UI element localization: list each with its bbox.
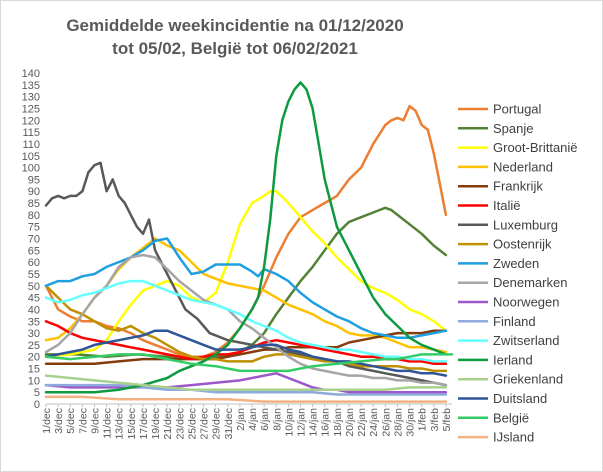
y-tick-label: 40 bbox=[28, 304, 40, 316]
y-tick-label: 10 bbox=[28, 375, 40, 387]
x-tick-label: 5/feb bbox=[441, 408, 453, 432]
x-tick-label: 27/dec bbox=[199, 408, 211, 440]
x-tick-label: 20/jan bbox=[344, 408, 356, 437]
series-line-ijsland bbox=[44, 395, 448, 403]
series-line-groot-brittani- bbox=[44, 189, 448, 358]
legend-label-ijsland: IJsland bbox=[493, 430, 534, 445]
y-tick-label: 105 bbox=[22, 151, 40, 163]
legend-label-belgi-: België bbox=[493, 410, 529, 425]
y-tick-label: 15 bbox=[28, 364, 40, 376]
legend-label-denemarken: Denemarken bbox=[493, 275, 567, 290]
series-line-duitsland bbox=[44, 329, 448, 377]
y-tick-label: 110 bbox=[22, 139, 40, 151]
x-tick-label: 3/feb bbox=[429, 408, 441, 432]
x-tick-label: 4/jan bbox=[247, 408, 259, 431]
y-tick-label: 125 bbox=[22, 103, 40, 115]
chart-title-line-1: Gemiddelde weekincidentie na 01/12/2020 bbox=[66, 16, 403, 35]
y-tick-label: 5 bbox=[34, 387, 40, 399]
y-tick-label: 0 bbox=[34, 399, 40, 411]
x-tick-label: 10/jan bbox=[283, 408, 295, 437]
legend-label-nederland: Nederland bbox=[493, 159, 553, 174]
y-tick-label: 95 bbox=[28, 174, 40, 186]
x-tick-label: 29/dec bbox=[211, 408, 223, 440]
x-tick-label: 24/jan bbox=[368, 408, 380, 437]
x-tick-label: 8/jan bbox=[271, 408, 283, 431]
legend-label-spanje: Spanje bbox=[493, 121, 533, 136]
y-tick-label: 60 bbox=[28, 257, 40, 269]
y-tick-label: 130 bbox=[22, 92, 40, 104]
series-line-belgi- bbox=[44, 353, 454, 373]
y-tick-label: 30 bbox=[28, 328, 40, 340]
legend-label-zweden: Zweden bbox=[493, 256, 539, 271]
y-tick-label: 70 bbox=[28, 234, 40, 246]
x-tick-label: 19/dec bbox=[150, 408, 162, 440]
y-tick-label: 120 bbox=[22, 115, 40, 127]
x-tick-label: 14/jan bbox=[308, 408, 320, 437]
x-tick-label: 1/dec bbox=[41, 408, 53, 434]
series-line-finland bbox=[44, 383, 448, 396]
x-tick-label: 13/dec bbox=[114, 408, 126, 440]
series-line-luxemburg bbox=[44, 161, 448, 387]
x-tick-label: 21/dec bbox=[162, 408, 174, 440]
legend-label-frankrijk: Frankrijk bbox=[493, 179, 543, 194]
legend-label-finland: Finland bbox=[493, 314, 536, 329]
x-tick-label: 25/dec bbox=[186, 408, 198, 440]
legend-label-luxemburg: Luxemburg bbox=[493, 217, 558, 232]
series-line-ierland bbox=[44, 81, 448, 394]
x-tick-label: 16/jan bbox=[320, 408, 332, 437]
series-line-zweden bbox=[44, 237, 448, 340]
chart-title-line-2: tot 05/02, België tot 06/02/2021 bbox=[112, 39, 358, 58]
y-tick-label: 45 bbox=[28, 293, 40, 305]
legend-label-noorwegen: Noorwegen bbox=[493, 295, 560, 310]
plot-area: 0510152025303540455055606570758085909510… bbox=[22, 68, 454, 440]
x-tick-label: 6/jan bbox=[259, 408, 271, 431]
legend-label-zwitserland: Zwitserland bbox=[493, 333, 559, 348]
x-tick-label: 9/dec bbox=[89, 408, 101, 434]
y-tick-label: 65 bbox=[28, 245, 40, 257]
x-tick-label: 3/dec bbox=[53, 408, 65, 434]
y-tick-label: 115 bbox=[22, 127, 40, 139]
x-tick-label: 5/dec bbox=[65, 408, 77, 434]
y-tick-label: 75 bbox=[28, 222, 40, 234]
legend-label-groot-brittani-: Groot-Brittanië bbox=[493, 140, 578, 155]
x-tick-label: 17/dec bbox=[138, 408, 150, 440]
legend-label-portugal: Portugal bbox=[493, 102, 542, 117]
series-line-denemarken bbox=[44, 253, 448, 387]
legend-label-duitsland: Duitsland bbox=[493, 391, 547, 406]
y-tick-label: 55 bbox=[28, 269, 40, 281]
x-tick-label: 30/jan bbox=[405, 408, 417, 437]
x-tick-label: 2/jan bbox=[235, 408, 247, 431]
y-tick-label: 20 bbox=[28, 352, 40, 364]
x-tick-label: 23/dec bbox=[174, 408, 186, 440]
y-tick-label: 80 bbox=[28, 210, 40, 222]
x-tick-label: 12/jan bbox=[296, 408, 308, 437]
x-tick-label: 11/dec bbox=[102, 408, 114, 439]
y-tick-label: 135 bbox=[22, 80, 40, 92]
legend-label-itali-: Italië bbox=[493, 198, 520, 213]
x-tick-label: 28/jan bbox=[392, 408, 404, 437]
y-tick-label: 140 bbox=[22, 68, 40, 80]
legend-label-griekenland: Griekenland bbox=[493, 372, 563, 387]
x-tick-label: 15/dec bbox=[126, 408, 138, 440]
y-tick-label: 50 bbox=[28, 281, 40, 293]
legend-label-oostenrijk: Oostenrijk bbox=[493, 237, 552, 252]
y-tick-label: 25 bbox=[28, 340, 40, 352]
legend: Portugal Spanje Groot-Brittanië Nederland Fr… bbox=[458, 102, 578, 445]
y-tick-label: 90 bbox=[28, 186, 40, 198]
y-tick-label: 100 bbox=[22, 163, 40, 175]
x-tick-label: 1/feb bbox=[417, 408, 429, 432]
x-tick-label: 26/jan bbox=[380, 408, 392, 437]
y-tick-label: 85 bbox=[28, 198, 40, 210]
legend-label-ierland: Ierland bbox=[493, 352, 533, 367]
x-tick-label: 7/dec bbox=[77, 408, 89, 434]
x-tick-label: 18/jan bbox=[332, 408, 344, 437]
y-tick-label: 35 bbox=[28, 316, 40, 328]
series-line-griekenland bbox=[44, 374, 448, 392]
x-tick-label: 31/dec bbox=[223, 408, 235, 440]
x-tick-label: 22/jan bbox=[356, 408, 368, 437]
